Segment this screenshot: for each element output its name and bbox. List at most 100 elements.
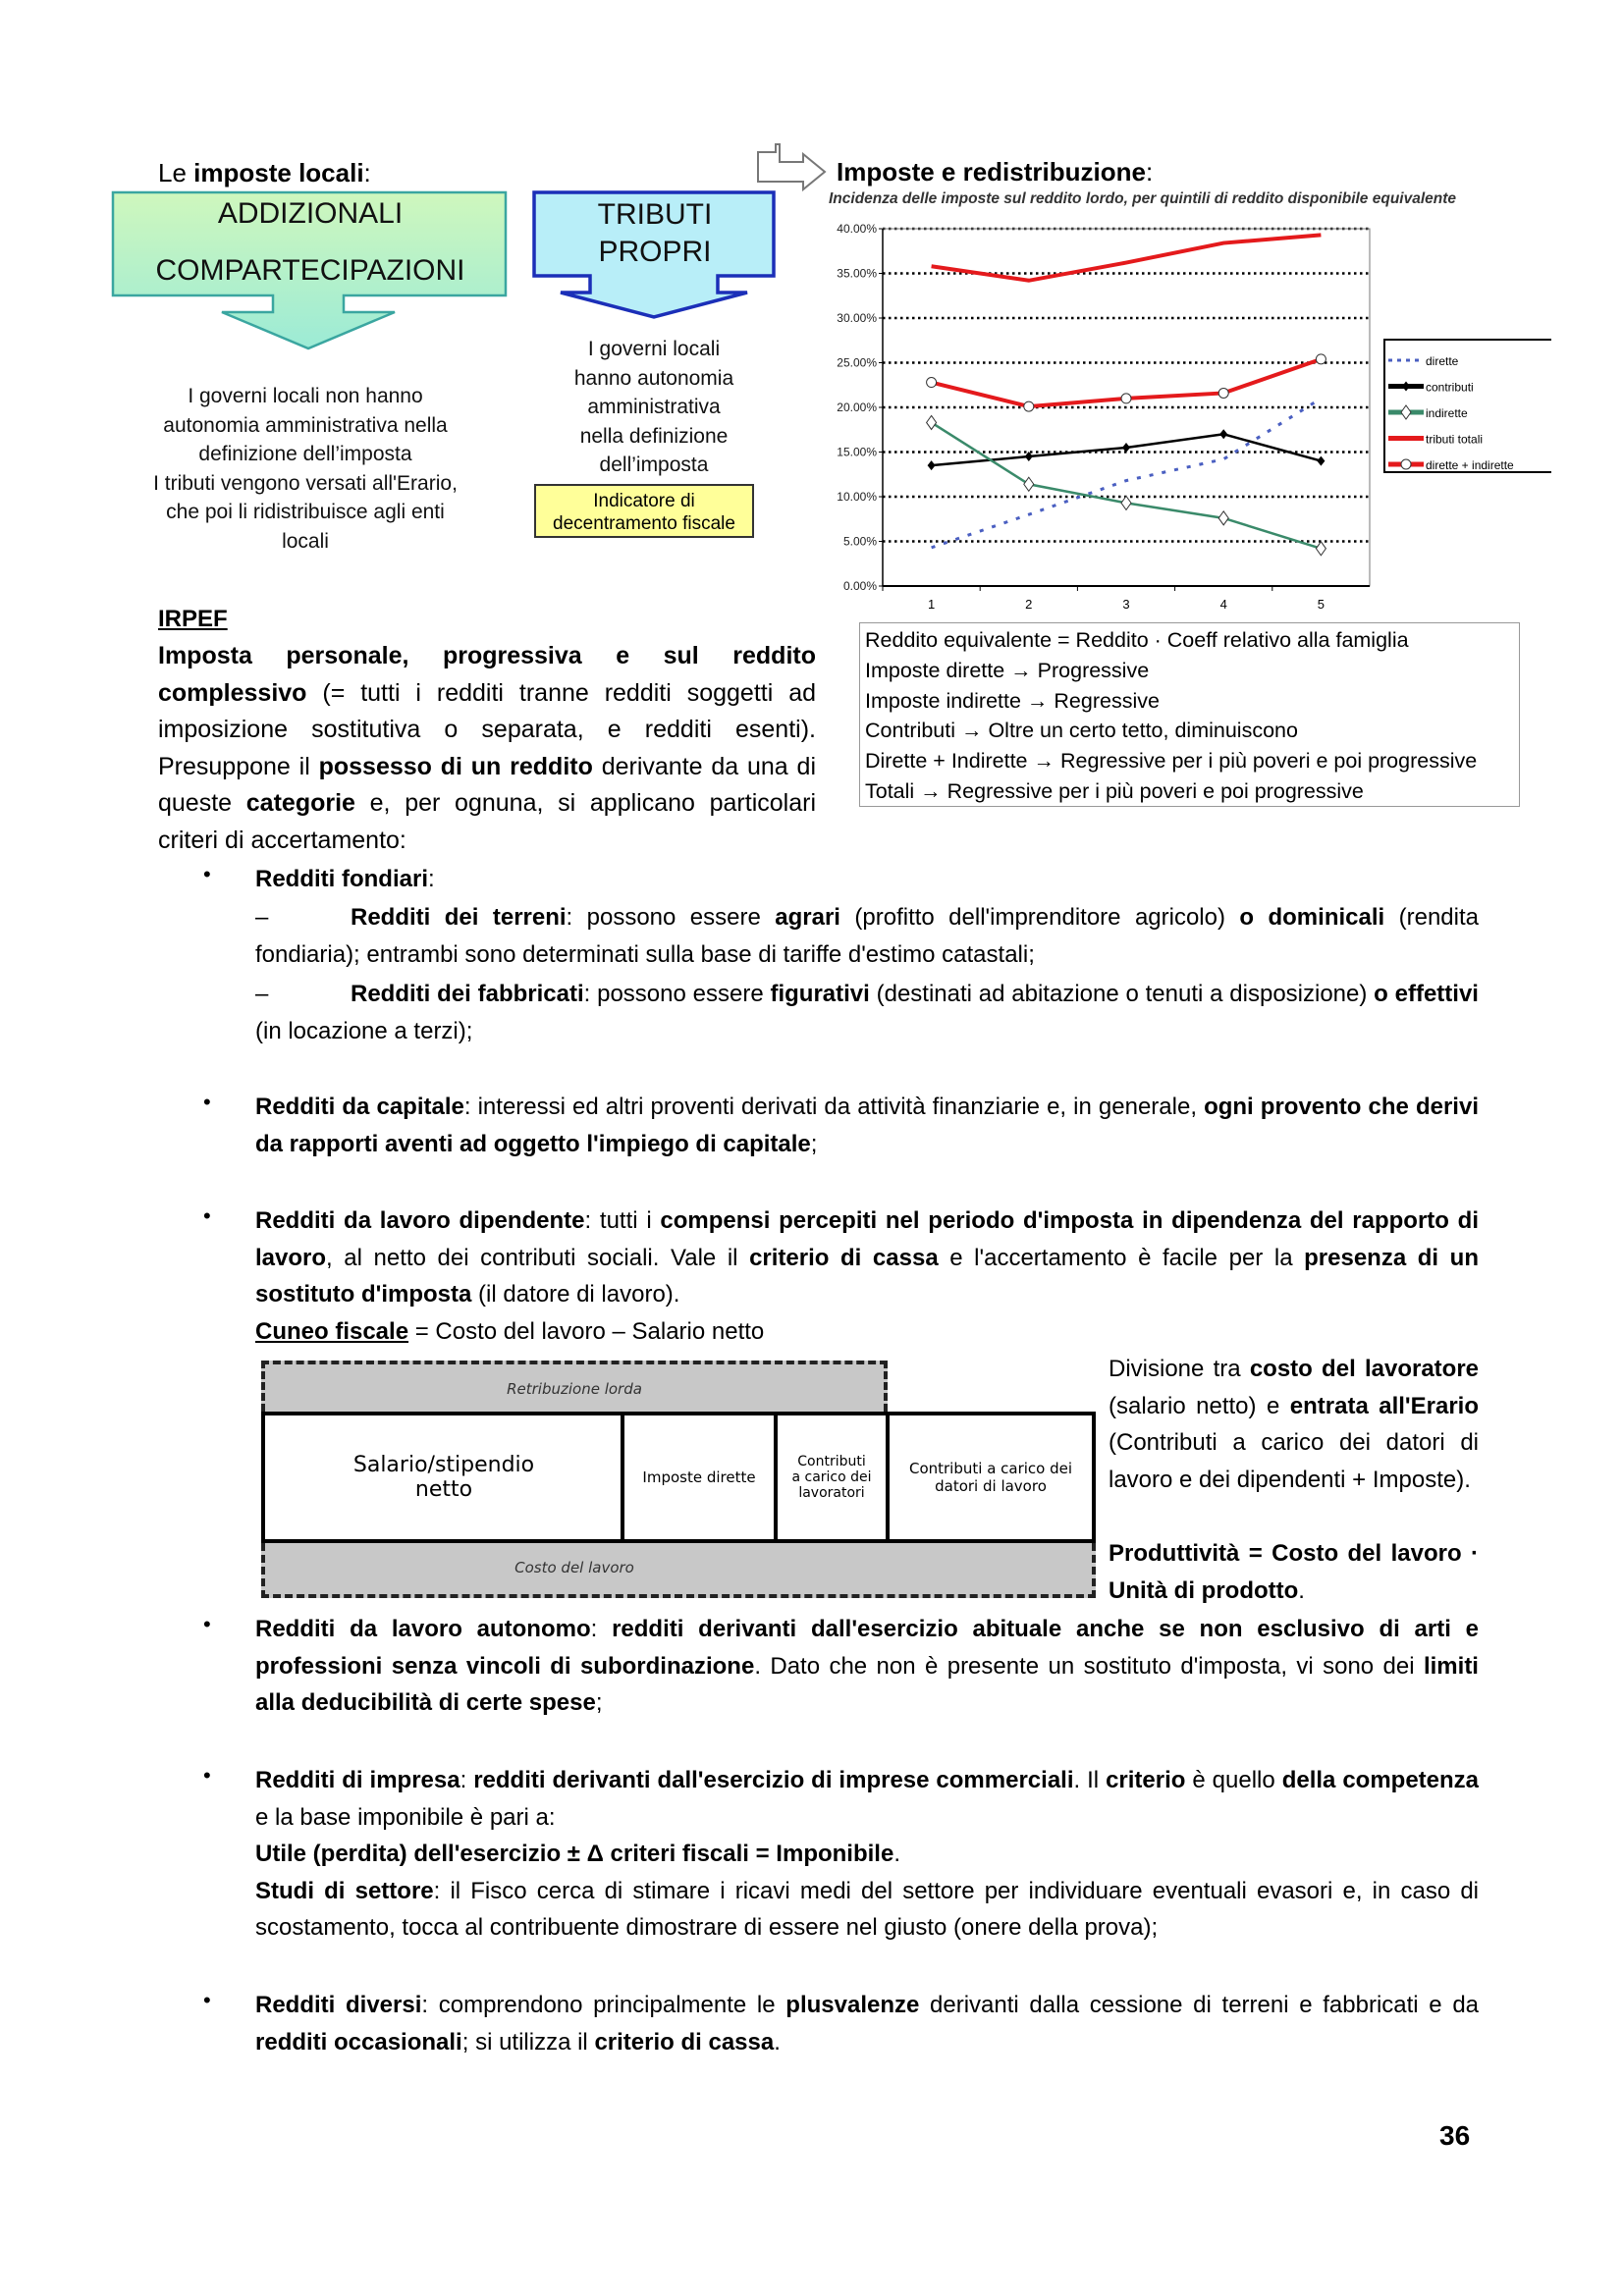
text-run: Redditi di impresa: [255, 1767, 460, 1793]
text-run: : possono essere: [583, 981, 771, 1007]
item-fondiari: Redditi fondiari:: [255, 861, 1479, 898]
cuneo-explanation: Divisione tra costo del lavoratore (sala…: [1109, 1351, 1479, 1498]
text-run: , al netto dei contributi sociali. Vale …: [326, 1244, 750, 1271]
local-taxes-heading: Le imposte locali:: [158, 155, 371, 192]
x-tick-label: 3: [1122, 597, 1129, 612]
irpef-paragraph: Imposta personale, progressiva e sul red…: [158, 638, 816, 860]
text-run: compensi percepiti nel periodo d'imposta…: [255, 1207, 1480, 1271]
costo-lavoro-label: Costo del lavoro: [514, 1559, 634, 1576]
addizionali-label: ADDIZIONALI: [217, 197, 404, 230]
text-run: criterio di cassa: [594, 2028, 775, 2056]
data-point: [1402, 381, 1410, 392]
data-point: [1219, 429, 1228, 440]
item-fabbricati: Redditi dei fabbricati: possono essere f…: [255, 976, 1479, 1049]
desc-line: autonomia amministrativa nella: [163, 413, 448, 437]
y-tick-label: 15.00%: [837, 446, 877, 459]
bullet-icon: •: [203, 862, 211, 886]
note-line: Reddito equivalente = Reddito · Coeff re…: [865, 628, 1409, 652]
tributi-line: TRIBUTI: [597, 198, 713, 231]
y-tick-label: 35.00%: [837, 267, 877, 281]
text-run: Redditi dei fabbricati: [351, 981, 584, 1007]
contributi-datori-cell: Contributi a carico dei datori di lavoro: [908, 1460, 1073, 1495]
series-line-indirette: [930, 421, 1322, 550]
data-point: [925, 414, 938, 431]
text-run: possesso di un reddito: [318, 752, 593, 780]
salario-netto-cell: Salario/stipendio netto: [352, 1453, 535, 1502]
text-run: plusvalenze: [785, 1992, 920, 2018]
text-run: e la base imponibile è pari a:: [255, 1803, 556, 1831]
text-run: Redditi diversi: [255, 1992, 422, 2018]
text-run: Utile (perdita) dell'esercizio ± Δ crite…: [255, 1841, 894, 1868]
x-tick-label: 5: [1318, 597, 1325, 612]
desc-line: dell’imposta: [599, 454, 709, 476]
text-run: agrari: [775, 904, 840, 931]
legend-label: indirette: [1426, 406, 1468, 420]
impresa-formula: Utile (perdita) dell'esercizio ± Δ crite…: [255, 1836, 1479, 1873]
legend-label: contributi: [1426, 381, 1474, 395]
series-line-tributi-totali: [931, 233, 1322, 283]
page-number: 36: [1439, 2120, 1471, 2151]
text-run: presenza di un sostituto d'imposta: [255, 1244, 1479, 1308]
produttivita-formula: Produttività = Costo del lavoro · Unità …: [1109, 1535, 1479, 1609]
heading-colon: :: [1145, 157, 1154, 187]
heading-colon: :: [363, 158, 371, 187]
desc-line: hanno autonomia: [573, 366, 734, 390]
legend-label: dirette + indirette: [1426, 458, 1514, 472]
note-line: Totali → Regressive per i più poveri e p…: [865, 778, 1364, 803]
data-point: [1120, 393, 1132, 404]
bullet-icon: •: [203, 1988, 211, 2012]
note-line: Contributi → Oltre un certo tetto, dimin…: [865, 719, 1298, 743]
redistribution-heading: Imposte e redistribuzione:: [837, 157, 1153, 187]
text-run: della competenza: [1281, 1767, 1480, 1793]
text-run: Produttività = Costo del lavoro · Unità …: [1109, 1540, 1479, 1604]
text-run: (profitto dell'imprenditore agricolo): [839, 904, 1240, 931]
dash-icon: –: [255, 904, 269, 931]
text-run: . Il: [1073, 1767, 1107, 1793]
text-run: . Dato che non è presente un sostituto d…: [754, 1652, 1424, 1680]
text-run: costo del lavoratore: [1249, 1356, 1479, 1382]
text-run: : il Fisco cerca di stimare i ricavi med…: [255, 1877, 1479, 1942]
desc-line: definizione dell’imposta: [198, 443, 412, 465]
desc-line: I tributi vengono versati all'Erario,: [153, 471, 458, 495]
text-run: : comprendono principalmente le: [421, 1992, 786, 2018]
indicator-line: Indicatore di: [593, 491, 695, 511]
text-run: :: [590, 1616, 613, 1642]
text-run: Redditi dei terreni: [351, 904, 567, 931]
text-run: : possono essere: [566, 904, 776, 931]
data-point: [1400, 458, 1412, 470]
desc-line: nella definizione: [579, 424, 729, 448]
note-line: Dirette + Indirette → Regressive per i p…: [865, 749, 1478, 774]
imposte-dirette-cell: Imposte dirette: [642, 1468, 756, 1486]
impresa-text: Redditi di impresa: redditi derivanti da…: [255, 1762, 1479, 1836]
data-point: [1217, 509, 1229, 526]
desc-line: locali: [282, 529, 329, 553]
heading-text: Imposte e redistribuzione: [837, 157, 1146, 187]
text-run: è quello: [1185, 1767, 1282, 1793]
text-run: :: [428, 866, 435, 892]
text-run: (rendita fondiaria); entrambi sono deter…: [255, 904, 1479, 968]
contributi-lavoratori-cell: Contributi a carico dei lavoratori: [791, 1454, 872, 1501]
decentramento-indicator: Indicatore di decentramento fiscale: [534, 484, 754, 538]
text-run: .: [774, 2028, 781, 2056]
dash-icon: –: [255, 981, 269, 1007]
text-run: redditi occasionali: [255, 2028, 462, 2056]
text-run: (destinati ad abitazione o tenuti a disp…: [869, 981, 1375, 1007]
legend-label: tributi totali: [1426, 433, 1483, 447]
note-line: Imposte indirette → Regressive: [865, 688, 1160, 713]
bullet-icon: •: [203, 1763, 211, 1788]
data-point: [1024, 452, 1033, 462]
text-run: derivanti dalla cessione di terreni e fa…: [919, 1992, 1480, 2018]
text-run: (Contributi a carico dei datori di lavor…: [1109, 1429, 1479, 1493]
text-run: criterio di cassa: [749, 1244, 939, 1271]
text-run: : tutti i: [584, 1207, 661, 1234]
text-run: = Costo del lavoro – Salario netto: [408, 1318, 765, 1345]
notes-box: Reddito equivalente = Reddito · Coeff re…: [859, 622, 1520, 807]
tax-wedge-diagram: Retribuzione lorda Salario/stipendio net…: [261, 1361, 1096, 1598]
data-point: [1317, 455, 1325, 466]
y-tick-label: 30.00%: [837, 311, 877, 325]
data-point: [1122, 442, 1130, 453]
text-run: Redditi da capitale: [255, 1094, 464, 1120]
text-run: redditi derivanti dall'esercizio abitual…: [255, 1616, 1479, 1680]
text-run: figurativi: [770, 981, 870, 1007]
data-point: [1023, 476, 1035, 493]
